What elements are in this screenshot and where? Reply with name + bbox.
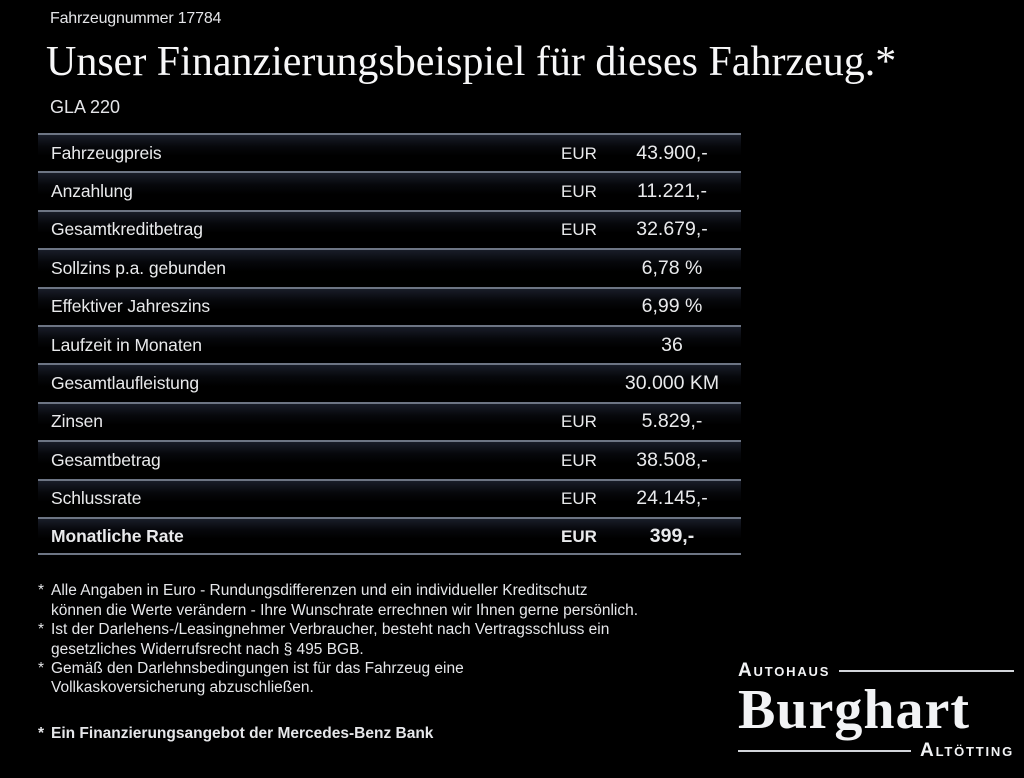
row-value-group: EUR 38.508,- bbox=[555, 449, 741, 472]
footnote-asterisk: * bbox=[38, 659, 45, 677]
row-value: 30.000 KM bbox=[624, 372, 720, 395]
financing-table: Fahrzeugpreis EUR 43.900,- Anzahlung EUR… bbox=[38, 133, 741, 556]
row-label: Fahrzeugpreis bbox=[51, 142, 162, 163]
currency-label: EUR bbox=[561, 489, 597, 509]
row-label: Gesamtkreditbetrag bbox=[51, 219, 203, 240]
currency-label: EUR bbox=[561, 220, 597, 240]
row-value: 24.145,- bbox=[636, 487, 708, 510]
footnote-asterisk: * bbox=[38, 582, 45, 600]
row-label: Gesamtbetrag bbox=[51, 449, 161, 470]
dealer-logo: Autohaus Burghart Altötting bbox=[738, 661, 1014, 760]
currency-label: EUR bbox=[561, 143, 597, 163]
table-row: Fahrzeugpreis EUR 43.900,- bbox=[38, 133, 741, 172]
footnote-line: Ein Finanzierungsangebot der Mercedes-Be… bbox=[51, 724, 434, 742]
footnote: * Ein Finanzierungsangebot der Mercedes-… bbox=[38, 724, 753, 743]
footnote-line: Ist der Darlehens-/Leasingnehmer Verbrau… bbox=[51, 621, 610, 639]
row-value-group: EUR 399,- bbox=[555, 525, 741, 548]
table-row: Schlussrate EUR 24.145,- bbox=[38, 478, 741, 517]
logo-autohaus-text: Autohaus bbox=[738, 660, 831, 681]
footnote: * Ist der Darlehens-/Leasingnehmer Verbr… bbox=[38, 620, 753, 659]
page-title: Unser Finanzierungsbeispiel für dieses F… bbox=[46, 39, 897, 85]
row-value: 38.508,- bbox=[636, 448, 708, 471]
row-label: Monatliche Rate bbox=[51, 525, 184, 546]
logo-bottom-rule bbox=[738, 749, 912, 752]
row-value-group: 6,78 % bbox=[555, 257, 741, 280]
row-label: Zinsen bbox=[51, 411, 103, 432]
table-row: Zinsen EUR 5.829,- bbox=[38, 401, 741, 441]
footnote-text: Ein Finanzierungsangebot der Mercedes-Be… bbox=[51, 724, 433, 743]
logo-burghart-text: Burghart bbox=[738, 679, 970, 741]
footnote-line: Vollkaskoversicherung abzuschließen. bbox=[51, 679, 314, 697]
row-value-group: EUR 11.221,- bbox=[555, 180, 741, 203]
logo-altoetting-text: Altötting bbox=[920, 740, 1014, 761]
logo-top-rule bbox=[839, 669, 1014, 672]
table-row: Sollzins p.a. gebunden 6,78 % bbox=[38, 248, 741, 287]
footnote-asterisk: * bbox=[38, 724, 45, 742]
row-value-group: 6,99 % bbox=[555, 295, 741, 318]
row-value-group: 36 bbox=[555, 334, 741, 357]
footnote-asterisk: * bbox=[38, 621, 45, 639]
footnote-line: gesetzliches Widerrufsrecht nach § 495 B… bbox=[51, 640, 364, 658]
table-row: Monatliche Rate EUR 399,- bbox=[38, 516, 741, 556]
footnote-line: Gemäß den Darlehnsbedingungen ist für da… bbox=[51, 659, 464, 677]
table-row: Gesamtkreditbetrag EUR 32.679,- bbox=[38, 209, 741, 249]
currency-label: EUR bbox=[561, 182, 597, 202]
row-value-group: 30.000 KM bbox=[555, 372, 741, 395]
row-value: 6,99 % bbox=[641, 295, 703, 318]
table-row: Anzahlung EUR 11.221,- bbox=[38, 171, 741, 210]
row-value-group: EUR 43.900,- bbox=[555, 142, 741, 165]
row-value: 43.900,- bbox=[636, 141, 708, 164]
row-label: Anzahlung bbox=[51, 181, 133, 202]
currency-label: EUR bbox=[561, 450, 597, 470]
row-label: Schlussrate bbox=[51, 488, 142, 509]
table-row: Laufzeit in Monaten 36 bbox=[38, 324, 741, 364]
row-value: 36 bbox=[661, 333, 683, 356]
row-value: 5.829,- bbox=[641, 410, 703, 433]
vehicle-number: Fahrzeugnummer 17784 bbox=[50, 10, 222, 27]
table-row: Gesamtlaufleistung 30.000 KM bbox=[38, 363, 741, 402]
row-value-group: EUR 5.829,- bbox=[555, 410, 741, 433]
row-value-group: EUR 32.679,- bbox=[555, 218, 741, 241]
row-label: Sollzins p.a. gebunden bbox=[51, 257, 226, 278]
footnote: * Alle Angaben in Euro - Rundungsdiffere… bbox=[38, 581, 753, 620]
currency-label: EUR bbox=[561, 412, 597, 432]
footnote-line: Alle Angaben in Euro - Rundungsdifferenz… bbox=[51, 582, 588, 600]
row-value-group: EUR 24.145,- bbox=[555, 487, 741, 510]
footnote-line: können die Werte verändern - Ihre Wunsch… bbox=[51, 601, 639, 619]
row-value: 11.221,- bbox=[636, 180, 708, 203]
logo-top-row: Autohaus bbox=[738, 661, 1014, 680]
footnotes: * Alle Angaben in Euro - Rundungsdiffere… bbox=[38, 581, 753, 743]
logo-bottom-row: Altötting bbox=[738, 741, 1014, 760]
row-label: Gesamtlaufleistung bbox=[51, 373, 200, 394]
table-row: Gesamtbetrag EUR 38.508,- bbox=[38, 440, 741, 479]
row-value: 399,- bbox=[649, 524, 695, 547]
row-label: Effektiver Jahreszins bbox=[51, 296, 211, 317]
footnote: * Gemäß den Darlehnsbedingungen ist für … bbox=[38, 659, 753, 698]
footnote-text: Gemäß den Darlehnsbedingungen ist für da… bbox=[51, 659, 464, 698]
currency-label: EUR bbox=[561, 526, 597, 546]
footnote-text: Ist der Darlehens-/Leasingnehmer Verbrau… bbox=[51, 620, 609, 659]
row-value: 32.679,- bbox=[636, 218, 708, 241]
row-label: Laufzeit in Monaten bbox=[51, 334, 202, 355]
row-value: 6,78 % bbox=[641, 256, 703, 279]
footnote-text: Alle Angaben in Euro - Rundungsdifferenz… bbox=[51, 581, 638, 620]
vehicle-model: GLA 220 bbox=[50, 97, 121, 117]
table-row: Effektiver Jahreszins 6,99 % bbox=[38, 286, 741, 325]
